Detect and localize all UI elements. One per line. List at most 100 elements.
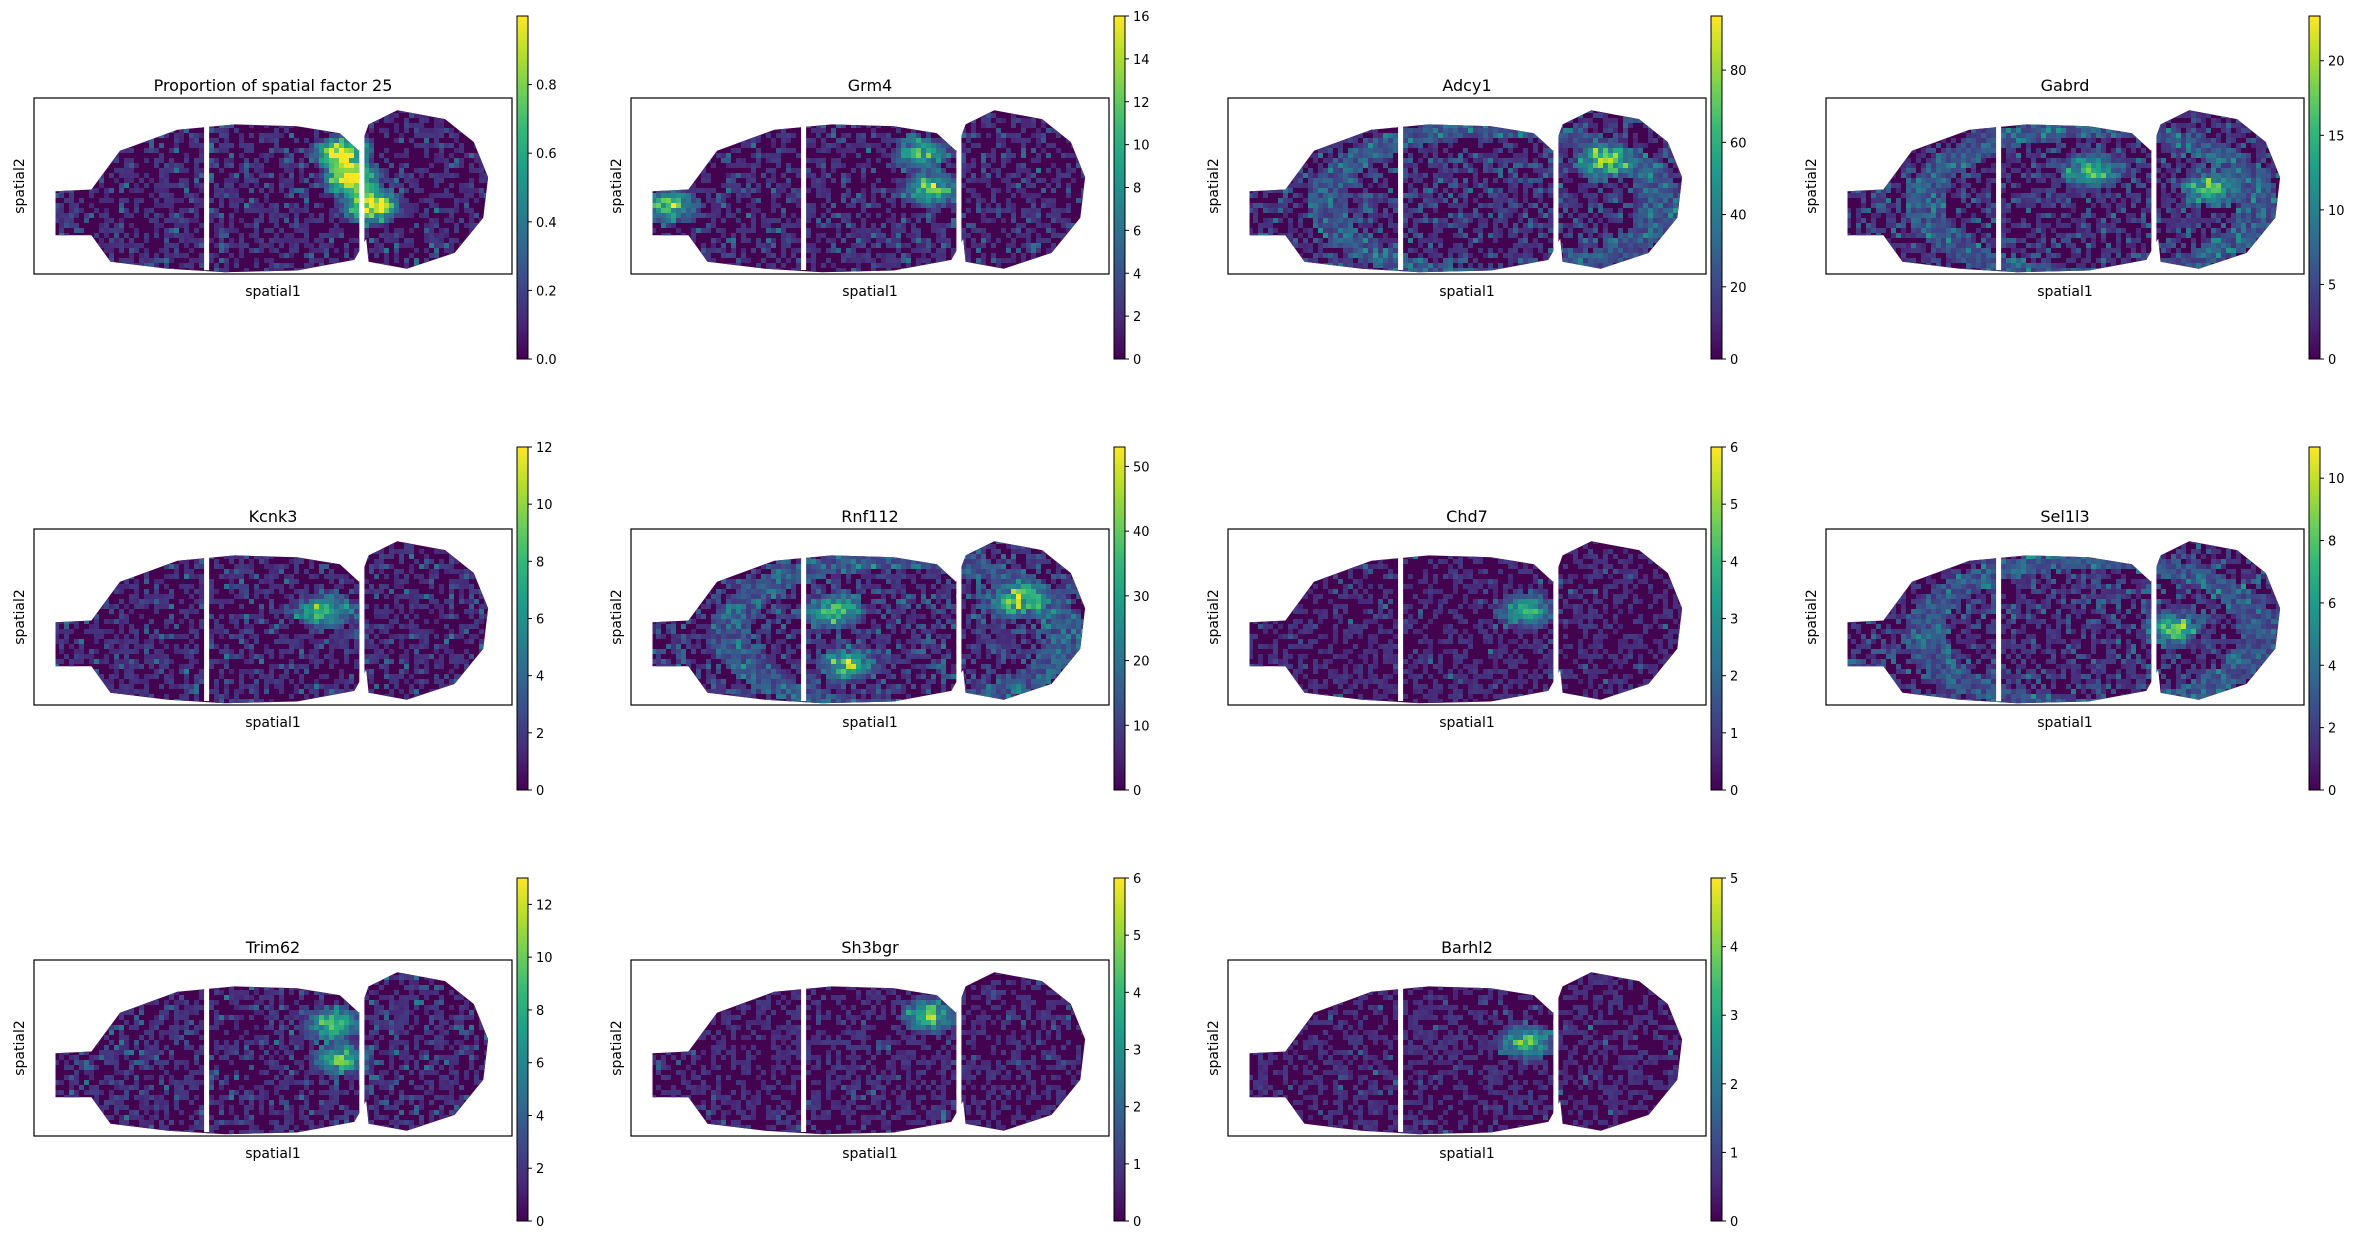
colorbar-tick-label: 3 — [1133, 1044, 1141, 1059]
x-axis-label: spatial1 — [842, 284, 898, 300]
colorbar — [516, 446, 529, 791]
x-axis-label: spatial1 — [1439, 715, 1495, 731]
colorbar-tick-label: 40 — [1133, 525, 1150, 540]
section-gap — [1553, 964, 1559, 1132]
plot-frame — [630, 97, 1110, 275]
colorbar-tick-label: 40 — [1730, 209, 1747, 224]
colorbar-tick-label: 4 — [536, 1109, 544, 1124]
colorbar — [1113, 877, 1126, 1222]
y-axis-label: spatial2 — [1804, 589, 1820, 645]
panel-title: Chd7 — [1446, 507, 1488, 526]
colorbar-tick-label: 10 — [536, 951, 553, 966]
colorbar-tick-label: 0.6 — [536, 147, 557, 162]
panel-title: Gabrd — [2041, 76, 2090, 95]
colorbar-tick-label: 0 — [1730, 1215, 1738, 1230]
colorbar-tick-label: 1 — [1730, 1146, 1738, 1161]
colorbar-tick-label: 8 — [2328, 535, 2336, 550]
colorbar-tick-label: 1 — [1133, 1158, 1141, 1173]
section-gap — [1553, 533, 1559, 701]
colorbar-tick-label: 15 — [2328, 129, 2345, 144]
colorbar-tick-label: 80 — [1730, 64, 1747, 79]
x-axis-label: spatial1 — [2037, 715, 2093, 731]
colorbar — [2308, 446, 2321, 791]
colorbar-tick-label: 10 — [2328, 204, 2345, 219]
colorbar-tick-label: 10 — [536, 498, 553, 513]
colorbar-tick-label: 50 — [1133, 460, 1150, 475]
colorbar-tick-label: 8 — [1133, 182, 1141, 197]
colorbar-tick-label: 14 — [1133, 53, 1150, 68]
panel-title: Adcy1 — [1442, 76, 1491, 95]
panels: Proportion of spatial factor 25 spatial1 s… — [12, 10, 2345, 1230]
colorbar-tick-label: 12 — [536, 898, 553, 913]
panel-title: Trim62 — [245, 938, 300, 957]
y-axis-label: spatial2 — [12, 1020, 28, 1076]
y-axis-label: spatial2 — [609, 158, 625, 214]
colorbar-tick-label: 0.0 — [536, 353, 557, 368]
colorbar-tick-label: 0 — [536, 784, 544, 799]
y-axis-label: spatial2 — [12, 158, 28, 214]
panel-6: Rnf112 spatial1 spatial2 0 10 20 30 40 50 — [609, 446, 1150, 799]
colorbar-tick-label: 20 — [2328, 55, 2345, 70]
colorbar-tick-label: 0.2 — [536, 284, 557, 299]
expression-spots — [55, 541, 489, 704]
colorbar-tick-label: 8 — [536, 1004, 544, 1019]
panel-title: Sel1l3 — [2040, 507, 2089, 526]
plot-frame — [1227, 959, 1707, 1137]
colorbar-tick-label: 2 — [1730, 1078, 1738, 1093]
panel-8: Sel1l3 spatial1 spatial2 0 2 4 6 8 10 — [1804, 446, 2345, 799]
colorbar-tick-label: 5 — [1730, 498, 1738, 513]
colorbar-tick-label: 5 — [2328, 278, 2336, 293]
section-gap — [956, 964, 962, 1132]
x-axis-label: spatial1 — [842, 715, 898, 731]
colorbar-tick-label: 4 — [536, 670, 544, 685]
section-gap — [204, 102, 210, 270]
x-axis-label: spatial1 — [842, 1146, 898, 1162]
colorbar-tick-label: 2 — [1730, 670, 1738, 685]
colorbar-tick-label: 16 — [1133, 10, 1150, 25]
x-axis-label: spatial1 — [2037, 284, 2093, 300]
colorbar-tick-label: 5 — [1730, 872, 1738, 887]
colorbar-tick-label: 8 — [536, 555, 544, 570]
colorbar-tick-label: 2 — [536, 1162, 544, 1177]
colorbar — [1710, 446, 1723, 791]
colorbar-tick-label: 1 — [1730, 727, 1738, 742]
colorbar-tick-label: 0 — [1133, 784, 1141, 799]
plot-frame — [1825, 528, 2305, 706]
colorbar — [516, 877, 529, 1222]
colorbar — [1113, 446, 1126, 791]
colorbar — [2308, 15, 2321, 360]
colorbar-tick-label: 3 — [1730, 613, 1738, 628]
section-gap — [1553, 102, 1559, 270]
section-gap — [956, 533, 962, 701]
panel-title: Rnf112 — [841, 507, 898, 526]
panel-5: Kcnk3 spatial1 spatial2 0 2 4 6 8 10 12 — [12, 441, 553, 799]
colorbar-tick-label: 0 — [2328, 353, 2336, 368]
colorbar-tick-label: 6 — [1730, 441, 1738, 456]
colorbar-tick-label: 0.8 — [536, 79, 557, 94]
section-gap — [204, 533, 210, 701]
colorbar-tick-label: 4 — [1133, 986, 1141, 1001]
colorbar — [1710, 877, 1723, 1222]
section-gap — [1996, 533, 2002, 701]
colorbar-tick-label: 20 — [1133, 655, 1150, 670]
colorbar-tick-label: 0 — [1730, 353, 1738, 368]
plot-frame — [1825, 97, 2305, 275]
y-axis-label: spatial2 — [12, 589, 28, 645]
y-axis-label: spatial2 — [1206, 1020, 1222, 1076]
colorbar-tick-label: 4 — [1730, 555, 1738, 570]
plot-frame — [1227, 528, 1707, 706]
y-axis-label: spatial2 — [1206, 158, 1222, 214]
section-gap — [956, 102, 962, 270]
colorbar-tick-label: 6 — [536, 1057, 544, 1072]
panel-2: Grm4 spatial1 spatial2 0 2 4 6 8 10 12 14 16 — [609, 10, 1150, 368]
x-axis-label: spatial1 — [245, 715, 301, 731]
colorbar-tick-label: 4 — [1730, 941, 1738, 956]
colorbar-tick-label: 2 — [1133, 310, 1141, 325]
x-axis-label: spatial1 — [245, 1146, 301, 1162]
x-axis-label: spatial1 — [245, 284, 301, 300]
y-axis-label: spatial2 — [609, 1020, 625, 1076]
section-gap — [1398, 533, 1404, 701]
panel-10: Sh3bgr spatial1 spatial2 0 1 2 3 4 5 6 — [609, 872, 1141, 1230]
panel-title: Barhl2 — [1441, 938, 1493, 957]
colorbar-tick-label: 4 — [1133, 267, 1141, 282]
